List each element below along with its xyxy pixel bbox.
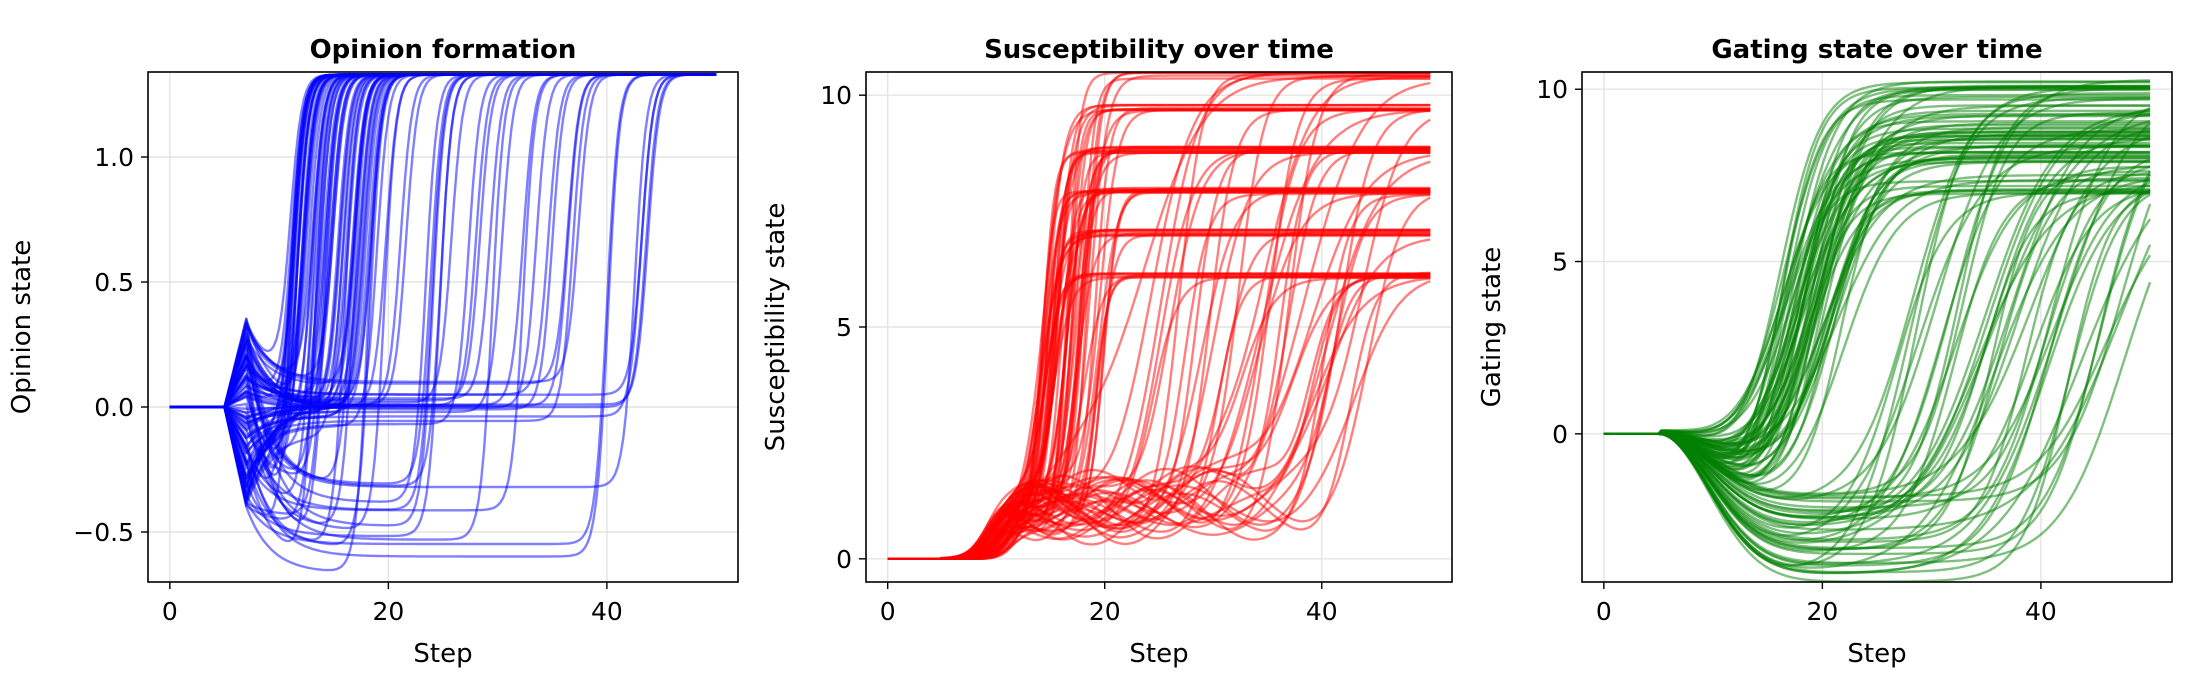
susceptibility-series-line-73 (887, 234, 1431, 560)
susceptibility-xtick-label-2: 40 (1306, 597, 1338, 626)
opinion-ylabel: Opinion state (7, 240, 37, 414)
opinion-series (169, 73, 717, 572)
gating-xtick-label-2: 40 (2025, 597, 2057, 626)
opinion-xtick-label-2: 40 (591, 597, 623, 626)
opinion-title: Opinion formation (310, 35, 577, 65)
susceptibility-ytick-label-0: 0 (836, 545, 852, 574)
opinion-xlabel: Step (413, 639, 472, 669)
opinion-series-line-98 (169, 73, 717, 525)
gating-title: Gating state over time (1711, 35, 2042, 65)
opinion-ytick-label-3: 1.0 (94, 143, 134, 172)
susceptibility-series-line-95 (887, 273, 1431, 560)
gating-series-line-88 (1603, 109, 2151, 442)
gating-series-line-73 (1603, 160, 2151, 453)
opinion-ytick-label-2: 0.5 (94, 268, 134, 297)
susceptibility-xtick-label-0: 0 (880, 597, 896, 626)
susceptibility-title: Susceptibility over time (984, 35, 1334, 65)
gating-xlabel: Step (1847, 639, 1906, 669)
gating-series-line-99 (1603, 96, 2151, 567)
susceptibility-series-line-99 (887, 191, 1431, 560)
gating-ytick-label-1: 5 (1552, 248, 1568, 277)
gating-xtick-label-1: 20 (1806, 597, 1838, 626)
susceptibility-ytick-label-2: 10 (820, 81, 852, 110)
susceptibility-ytick-label-1: 5 (836, 313, 852, 342)
opinion-series-line-91 (169, 73, 717, 493)
susceptibility-ylabel: Susceptibility state (761, 203, 791, 452)
gating-ytick-label-0: 0 (1552, 420, 1568, 449)
gating-frame (1581, 71, 2173, 583)
gating-ticks: 0 20 40 0 5 10 (1536, 75, 2057, 626)
opinion-panel: 0 20 40 −0.5 0.0 0.5 1.0 Opinion formation Ste… (7, 35, 739, 669)
gating-xtick-label-0: 0 (1596, 597, 1612, 626)
gating-series-line-96 (1603, 88, 2151, 471)
susceptibility-grid (866, 72, 1452, 582)
gating-ylabel: Gating state (1477, 247, 1507, 408)
gating-series-line-95 (1603, 127, 2151, 448)
gating-series-line-80 (1603, 81, 2151, 437)
gating-series (1603, 79, 2152, 582)
gating-series-line-90 (1603, 84, 2151, 435)
gating-series-line-87 (1603, 138, 2151, 460)
susceptibility-series-line-98 (887, 275, 1431, 560)
opinion-series-line-99 (169, 73, 717, 558)
opinion-xtick-label-1: 20 (372, 597, 404, 626)
opinion-frame (147, 71, 739, 583)
opinion-xtick-label-0: 0 (162, 597, 178, 626)
opinion-ytick-label-0: −0.5 (73, 518, 134, 547)
susceptibility-series-line-94 (887, 276, 1431, 560)
gating-series-line-98 (1603, 155, 2151, 492)
gating-series-line-97 (1603, 107, 2151, 519)
gating-panel: 0 20 40 0 5 10 Gating state over time Step Ga… (1477, 35, 2173, 669)
susceptibility-series (887, 72, 1431, 560)
gating-ytick-label-2: 10 (1536, 75, 1568, 104)
susceptibility-ticks: 0 20 40 0 5 10 (820, 81, 1337, 626)
susceptibility-xtick-label-1: 20 (1089, 597, 1121, 626)
gating-series-line-92 (1603, 191, 2151, 529)
opinion-ytick-label-1: 0.0 (94, 393, 134, 422)
opinion-ticks: 0 20 40 −0.5 0.0 0.5 1.0 (73, 143, 623, 626)
susceptibility-series-line-90 (887, 230, 1431, 560)
susceptibility-xlabel: Step (1129, 639, 1188, 669)
